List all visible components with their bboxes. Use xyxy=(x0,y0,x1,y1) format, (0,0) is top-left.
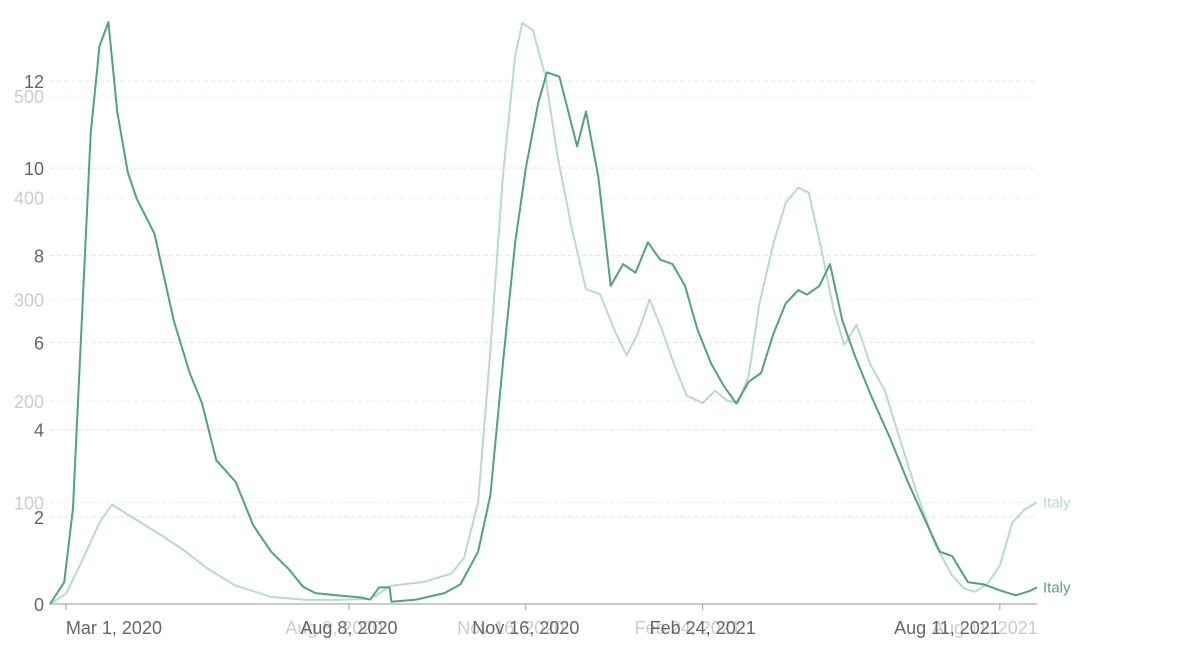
y-tick-label-secondary: 100 xyxy=(14,493,44,513)
x-tick-label: Feb 24, 2021 xyxy=(650,618,756,638)
series-end-label: Italy xyxy=(1043,579,1071,596)
x-tick-label-faint: Aug 11, 2021 xyxy=(932,618,1038,638)
x-tick-label-faint: Feb 24, 2021 xyxy=(635,618,741,638)
x-tick-label-faint: Aug 8, 2020 xyxy=(285,618,382,638)
series-line-secondary xyxy=(49,22,1038,605)
y-tick-label-secondary: 200 xyxy=(14,392,44,412)
y-tick-label-secondary: 300 xyxy=(14,290,44,310)
series-end-label: Italy xyxy=(1043,494,1071,511)
x-tick-label-faint: Nov 16, 2020 xyxy=(457,618,564,638)
y-tick-label-primary: 10 xyxy=(24,159,44,179)
y-tick-label-primary: 12 xyxy=(24,72,44,92)
axis-labels: 100 200 300 400 500 0 2 4 6 8 10 12 Aug 8, 2020 Nov 1… xyxy=(14,72,1071,638)
x-tick-label: Aug 11, 2021 xyxy=(894,618,1000,638)
series-line-primary xyxy=(49,21,1038,605)
y-tick-label-primary: 2 xyxy=(34,508,44,528)
gridlines xyxy=(50,80,1037,518)
x-tick-label: Aug 8, 2020 xyxy=(300,618,397,638)
series-lines xyxy=(49,21,1038,605)
x-tick-label: Mar 1, 2020 xyxy=(66,618,162,638)
y-tick-label-primary: 8 xyxy=(34,246,44,266)
y-tick-label-secondary: 500 xyxy=(14,87,44,107)
x-tick-label: Nov 16, 2020 xyxy=(472,618,579,638)
y-tick-label-primary: 4 xyxy=(34,421,44,441)
axes xyxy=(50,603,1037,610)
y-tick-label-primary: 0 xyxy=(34,595,44,615)
y-tick-label-primary: 6 xyxy=(34,334,44,354)
y-tick-label-secondary: 400 xyxy=(14,189,44,209)
